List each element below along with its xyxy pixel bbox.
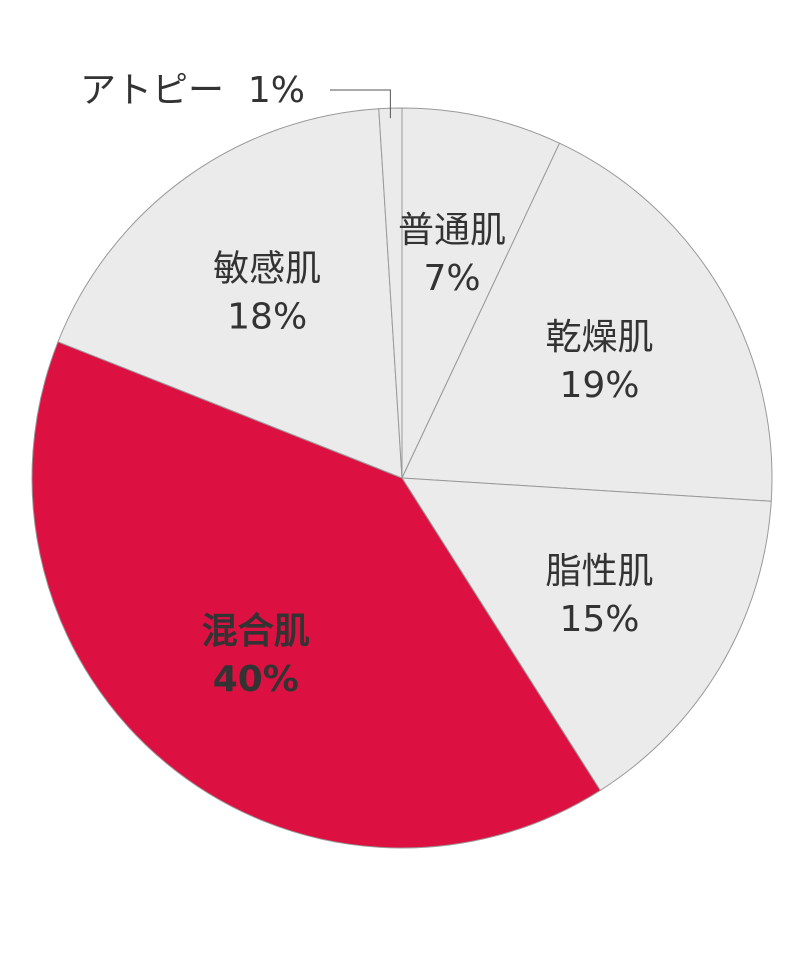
leader-line [330, 89, 391, 119]
slice-label: 脂性肌 [545, 551, 653, 592]
slice-label: 普通肌 [398, 210, 506, 251]
pie-slice [401, 142, 773, 502]
value-label: 1% [248, 70, 305, 111]
pie-slice [401, 477, 772, 792]
slice-label: アトピー [80, 70, 224, 111]
value-label: 19% [559, 365, 639, 406]
slice-label: 敏感肌 [213, 248, 321, 289]
pie-slice [31, 341, 601, 849]
slice-label: 乾燥肌 [545, 317, 653, 358]
pie-slice [57, 108, 403, 479]
value-label: 18% [227, 296, 307, 337]
pie-slice [401, 107, 561, 479]
value-label: 15% [559, 599, 639, 640]
value-label: 40% [213, 659, 299, 700]
value-label: 7% [423, 258, 480, 299]
slice-label: 混合肌 [202, 611, 310, 652]
